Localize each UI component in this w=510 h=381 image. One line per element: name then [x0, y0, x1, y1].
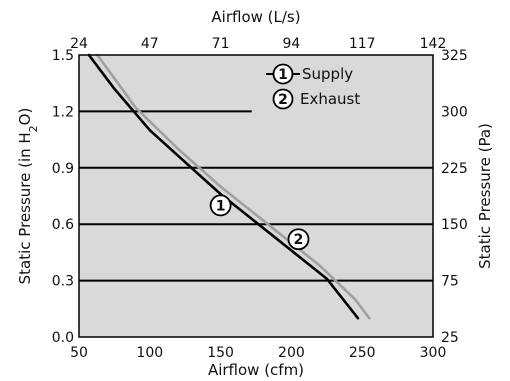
x-tick-label-top: 94: [282, 36, 300, 52]
series-lines: [87, 53, 371, 320]
x-tick-label-top: 117: [349, 36, 376, 52]
legend-marker-number: 1: [278, 67, 288, 83]
curve-marker-circle: [287, 228, 310, 251]
x-tick-label-top: 47: [141, 36, 159, 52]
legend-marker-circle: [272, 63, 294, 85]
tick-labels: 50 100 150 200 250 300 24 47 71 94 117 142 0.0 0.3 0.6…: [52, 36, 468, 361]
y-tick-label-left: 1.5: [52, 48, 74, 64]
curve-marker-1: 1: [209, 194, 232, 217]
x-tick-label-top: 24: [70, 36, 88, 52]
legend-label: Supply: [302, 65, 353, 83]
x-axis-title-top: Airflow (L/s): [211, 8, 300, 26]
y-tick-label-left: 0.0: [52, 330, 74, 346]
y-tick-label-left: 0.3: [52, 274, 74, 290]
x-tick-label-top: 71: [212, 36, 230, 52]
y-tick-label-right: 300: [441, 104, 468, 120]
y-tick-label-right: 225: [441, 161, 468, 177]
legend-marker-circle: [272, 88, 294, 110]
y-tick-label-left: 1.2: [52, 104, 74, 120]
y-tick-label-right: 150: [441, 217, 468, 233]
y-tick-label-left: 0.9: [52, 161, 74, 177]
curve-marker-circle: [209, 194, 232, 217]
plot-frame: [78, 54, 434, 338]
y-tick-label-left: 0.6: [52, 217, 74, 233]
curve-marker-number: 1: [216, 198, 226, 214]
legend: 1 Supply 2 Exhaust: [266, 63, 360, 110]
series-line-supply: [87, 53, 360, 320]
plot-area: [79, 55, 433, 337]
y-tick-label-right: 25: [441, 330, 459, 346]
curve-marker-2: 2: [287, 228, 310, 251]
legend-item-exhaust: 2 Exhaust: [272, 88, 360, 110]
legend-label: Exhaust: [300, 90, 360, 108]
x-axis-title-bottom: Airflow (cfm): [208, 361, 304, 379]
x-tick-label-bottom: 50: [70, 345, 88, 361]
legend-marker-number: 2: [278, 92, 288, 108]
x-tick-label-bottom: 250: [349, 345, 376, 361]
y-tick-label-right: 75: [441, 274, 459, 290]
x-tick-label-bottom: 300: [420, 345, 447, 361]
y-axis-title-right: Static Pressure (Pa): [476, 123, 494, 269]
y-axis-title-left: Static Pressure (in H2O): [16, 108, 40, 285]
x-tick-label-bottom: 100: [136, 345, 163, 361]
curve-marker-number: 2: [294, 232, 304, 248]
series-line-exhaust: [96, 53, 371, 320]
grid-lines: [79, 110, 433, 282]
x-tick-label-bottom: 150: [207, 345, 234, 361]
legend-item-supply: 1 Supply: [266, 63, 353, 85]
x-tick-label-top: 142: [420, 36, 447, 52]
curve-markers: 12: [209, 194, 310, 251]
x-tick-label-bottom: 200: [278, 345, 305, 361]
y-tick-label-right: 325: [441, 48, 468, 64]
